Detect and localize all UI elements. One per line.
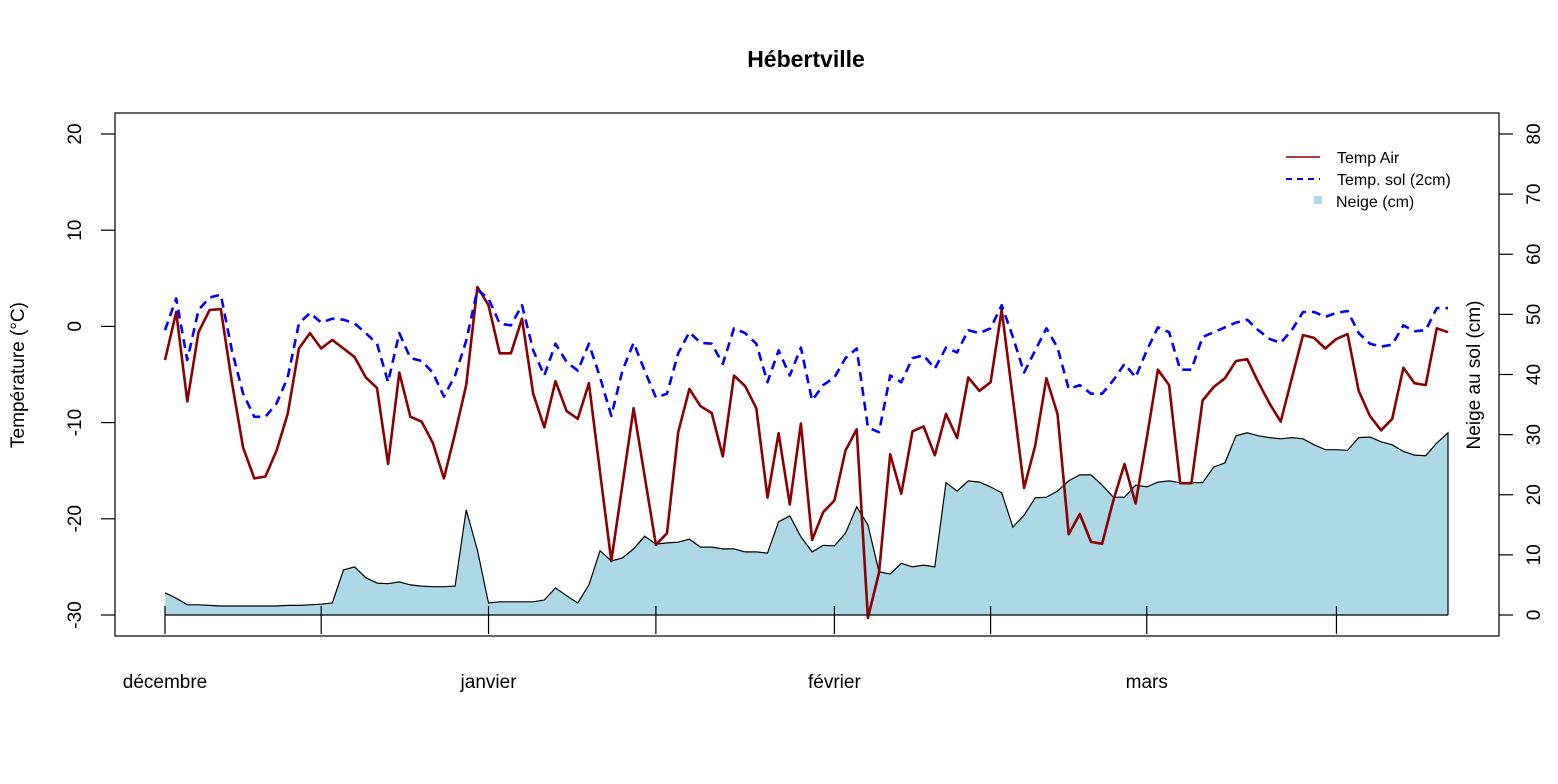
legend-label-temp-air: Temp Air bbox=[1337, 150, 1400, 167]
y-tick-label: 20 bbox=[65, 123, 86, 144]
y2-tick-label: 0 bbox=[1524, 610, 1545, 621]
y2-tick-label: 40 bbox=[1524, 364, 1545, 385]
legend: Temp Air Temp. sol (2cm) Neige (cm) bbox=[1286, 150, 1451, 211]
y-tick-label: 10 bbox=[65, 220, 86, 241]
legend-label-temp-sol: Temp. sol (2cm) bbox=[1337, 172, 1451, 189]
legend-swatch-neige bbox=[1314, 196, 1322, 204]
y-tick-label: -10 bbox=[65, 409, 86, 436]
temp-air-line bbox=[163, 285, 1449, 620]
y-tick-label: -20 bbox=[65, 505, 86, 532]
temp-sol-line bbox=[163, 288, 1448, 434]
chart-title: Hébertville bbox=[747, 46, 865, 72]
x-tick-label: janvier bbox=[460, 672, 518, 693]
y2-tick-label: 80 bbox=[1524, 123, 1545, 144]
y2-tick-label: 70 bbox=[1524, 184, 1545, 205]
y2-tick-label: 10 bbox=[1524, 544, 1545, 565]
legend-label-neige: Neige (cm) bbox=[1336, 194, 1414, 211]
y-tick-label: -30 bbox=[65, 601, 86, 628]
y2-tick-label: 60 bbox=[1524, 244, 1545, 265]
snow-area-layer bbox=[164, 431, 1449, 615]
y2-tick-label: 30 bbox=[1524, 424, 1545, 445]
lines-layer bbox=[163, 285, 1449, 620]
snow-area bbox=[165, 432, 1448, 615]
x-tick-label: février bbox=[808, 672, 861, 693]
axes-layer: décembre janvier février mars -30 -20 -10 0 10 20… bbox=[65, 123, 1545, 693]
y2-axis-label: Neige au sol (cm) bbox=[1464, 301, 1485, 450]
y2-tick-label: 20 bbox=[1524, 484, 1545, 505]
snow-outline bbox=[164, 431, 1449, 615]
y-tick-label: 0 bbox=[65, 321, 86, 332]
y2-tick-label: 50 bbox=[1524, 304, 1545, 325]
y-axis-label: Température (°C) bbox=[8, 302, 29, 448]
x-tick-label: mars bbox=[1126, 672, 1168, 693]
x-tick-label: décembre bbox=[123, 672, 208, 693]
